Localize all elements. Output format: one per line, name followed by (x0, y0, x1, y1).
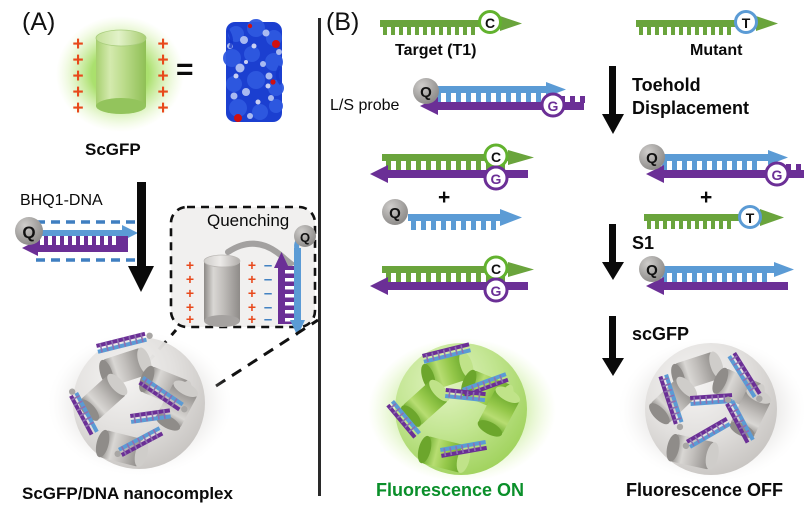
svg-text:+: + (248, 257, 256, 273)
quencher-ball-bhq1: Q (15, 217, 43, 245)
svg-text:Q: Q (646, 150, 658, 167)
ls-probe-quencher: Q (413, 78, 439, 104)
toehold-step-line1: Toehold (632, 75, 701, 95)
left-plus-sign: + (438, 186, 451, 209)
svg-text:G: G (491, 171, 502, 187)
svg-text:G: G (548, 98, 559, 114)
panel-b-tag: (B) (326, 8, 360, 36)
svg-text:–: – (264, 271, 272, 288)
equals-sign: = (176, 53, 194, 86)
svg-text:+: + (157, 34, 168, 55)
svg-text:+: + (72, 66, 83, 87)
scgfp-dna-nanocomplex (48, 331, 232, 476)
svg-text:+: + (72, 50, 83, 71)
left-released-blue-strand: Q (382, 199, 522, 230)
target-t1-label: Target (T1) (395, 42, 477, 59)
svg-text:–: – (264, 299, 272, 316)
svg-text:C: C (491, 261, 501, 277)
protein-structure-image (223, 19, 284, 122)
svg-text:Q: Q (646, 262, 658, 279)
svg-text:+: + (157, 82, 168, 103)
svg-text:+: + (186, 285, 194, 301)
svg-text:+: + (248, 299, 256, 315)
fluorescent-cylinders (400, 351, 521, 473)
svg-text:–: – (264, 285, 272, 302)
cylinder-body (95, 29, 147, 114)
svg-text:T: T (746, 210, 755, 226)
scgfp-label: ScGFP (85, 140, 141, 159)
toehold-arrow (602, 66, 624, 134)
s1-step-label: S1 (632, 233, 655, 253)
svg-text:+: + (248, 271, 256, 287)
left-after-s1-duplex: C G (370, 255, 534, 303)
right-free-mutant-strand: T (644, 205, 784, 229)
nanocomplex-dna-strands (68, 331, 188, 458)
fluorescence-on-label: Fluorescence ON (376, 480, 525, 500)
scgfp-step-label: scGFP (632, 324, 690, 344)
svg-text:Q: Q (420, 84, 432, 101)
svg-text:T: T (742, 15, 751, 31)
svg-text:+: + (157, 50, 168, 71)
right-probe-duplex: G (646, 150, 804, 187)
svg-text:C: C (485, 15, 495, 31)
quenched-nanocomplex-off (618, 338, 804, 482)
right-probe-quencher: Q (639, 144, 665, 170)
right-after-s1-duplex (646, 262, 794, 295)
quenching-inset-contents: +++ ++ +++ ++ ––– –– (186, 225, 316, 336)
inset-plus-left: +++ ++ (186, 257, 194, 327)
svg-text:C: C (491, 149, 501, 165)
quenching-title: Quenching (207, 211, 290, 230)
svg-text:Q: Q (389, 205, 401, 222)
quencher-letter: Q (22, 223, 35, 242)
bhq1-dna-duplex (22, 220, 138, 262)
svg-text:+: + (72, 34, 83, 55)
svg-text:+: + (248, 311, 256, 327)
mutant-label: Mutant (690, 42, 743, 59)
fluorescent-nanocomplex-on (368, 338, 556, 482)
svg-text:+: + (186, 311, 194, 327)
nanocomplex-label: ScGFP/DNA nanocomplex (22, 484, 233, 503)
panel-divider (318, 18, 321, 496)
svg-text:+: + (186, 271, 194, 287)
inset-quencher-ball: Q (294, 225, 316, 247)
toehold-step-line2: Displacement (632, 98, 750, 118)
ls-probe-duplex: G (420, 82, 585, 118)
svg-text:Q: Q (300, 230, 310, 245)
right-after-s1-quencher: Q (639, 256, 665, 282)
svg-text:+: + (248, 285, 256, 301)
svg-text:–: – (264, 311, 272, 328)
fluorescence-off-label: Fluorescence OFF (626, 480, 784, 500)
right-plus-sign: + (700, 186, 713, 209)
quenched-dna-strands (658, 352, 763, 450)
inset-minus-column: ––– –– (264, 257, 272, 328)
svg-text:–: – (264, 257, 272, 274)
scgfp-cylinder-glowing (56, 16, 184, 132)
svg-text:+: + (186, 257, 194, 273)
inset-plus-right: +++ ++ (248, 257, 256, 327)
panel-a-tag: (A) (22, 8, 56, 36)
scgfp-cylinder-gray-inset (203, 254, 241, 327)
left-target-probe-duplex: C G (370, 143, 534, 191)
svg-text:+: + (157, 66, 168, 87)
svg-text:+: + (157, 98, 168, 119)
ls-probe-label: L/S probe (330, 97, 400, 114)
svg-text:+: + (186, 299, 194, 315)
svg-text:G: G (491, 283, 502, 299)
s1-arrow (602, 224, 624, 280)
bhq1-dna-label: BHQ1-DNA (20, 192, 103, 209)
target-t1-strand: C (380, 10, 522, 35)
scgfp-arrow (602, 316, 624, 376)
svg-text:G: G (772, 167, 783, 183)
assembly-arrow-down (128, 182, 154, 292)
svg-text:+: + (72, 98, 83, 119)
fluorescent-dna-strands (386, 342, 509, 458)
mutant-strand: T (636, 10, 778, 35)
svg-text:+: + (72, 82, 83, 103)
scgfp-positive-charges: +++ ++ +++ ++ (72, 34, 168, 119)
